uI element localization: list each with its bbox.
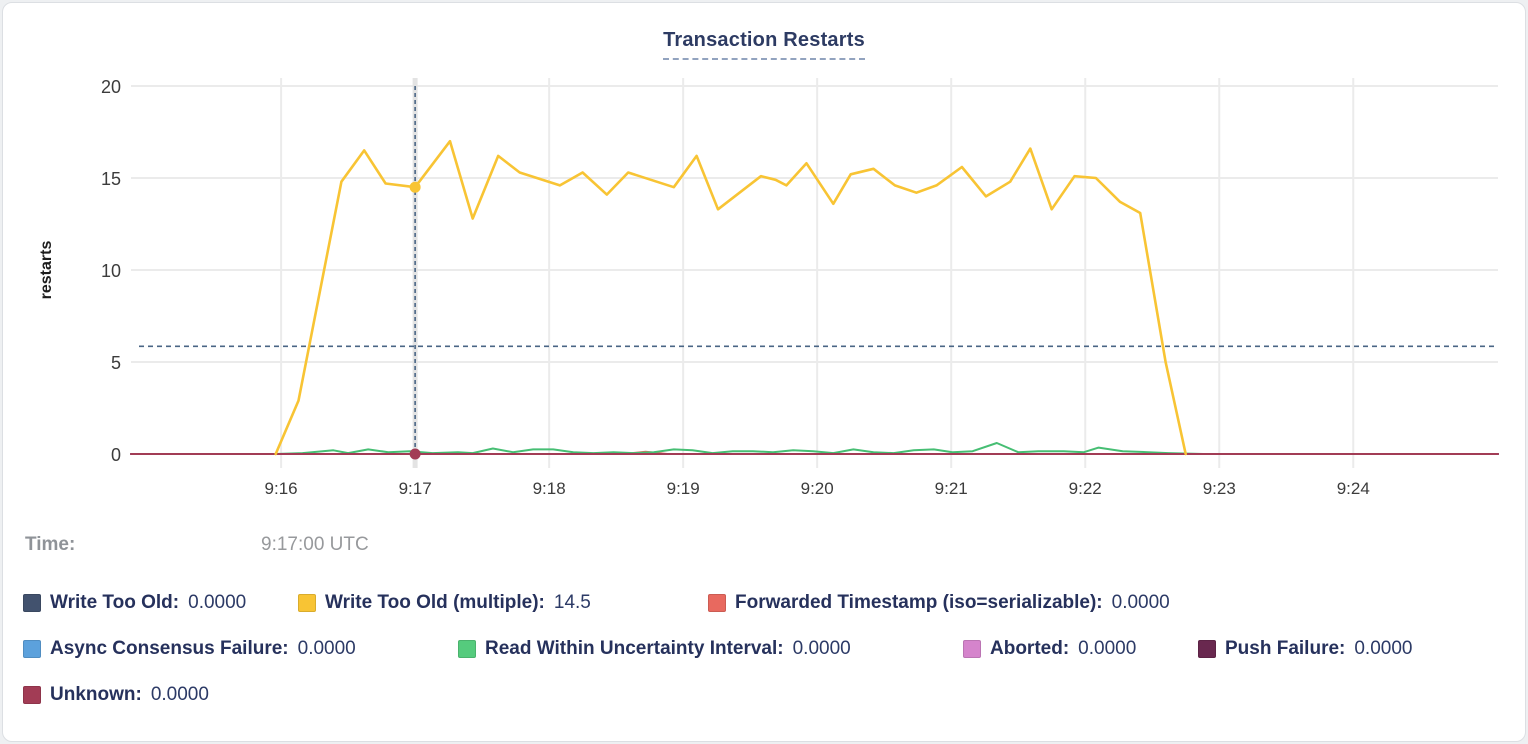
y-tick-label: 10 (101, 261, 121, 281)
x-tick-label: 9:24 (1337, 479, 1370, 498)
x-tick-label: 9:23 (1203, 479, 1236, 498)
y-axis-label: restarts (38, 241, 55, 300)
legend-item[interactable]: Write Too Old: 0.0000 (23, 592, 298, 614)
legend-label: Unknown: (50, 684, 142, 705)
time-label: Time: (25, 534, 76, 555)
x-tick-label: 9:18 (533, 479, 566, 498)
legend-item[interactable]: Push Failure: 0.0000 (1198, 638, 1412, 660)
legend-item[interactable]: Unknown: 0.0000 (23, 684, 209, 706)
legend-value: 0.0000 (150, 684, 209, 705)
legend-row-1: Write Too Old: 0.0000 Write Too Old (multi… (23, 592, 1515, 614)
legend-label: Write Too Old (multiple): (325, 592, 545, 613)
legend-swatch-icon (298, 594, 316, 612)
time-value: 9:17:00 UTC (261, 534, 369, 555)
legend-row-2: Async Consensus Failure: 0.0000 Read Withi… (23, 638, 1515, 660)
legend-item[interactable]: Write Too Old (multiple): 14.5 (298, 592, 708, 614)
x-tick-label: 9:22 (1069, 479, 1102, 498)
x-tick-label: 9:21 (935, 479, 968, 498)
x-tick-label: 9:16 (265, 479, 298, 498)
legend-value: 0.0000 (1078, 638, 1137, 659)
x-tick-label: 9:20 (801, 479, 834, 498)
legend-value: 14.5 (553, 592, 591, 613)
legend-label: Forwarded Timestamp (iso=serializable): (735, 592, 1103, 613)
legend-label: Aborted: (990, 638, 1070, 659)
y-tick-label: 0 (111, 445, 121, 465)
x-tick-label: 9:17 (399, 479, 432, 498)
legend-swatch-icon (23, 640, 41, 658)
legend-item[interactable]: Forwarded Timestamp (iso=serializable): 0… (708, 592, 1170, 614)
legend-swatch-icon (23, 686, 41, 704)
legend-swatch-icon (963, 640, 981, 658)
legend-swatch-icon (458, 640, 476, 658)
legend-label: Write Too Old: (50, 592, 180, 613)
legend-label: Push Failure: (1225, 638, 1346, 659)
legend-swatch-icon (708, 594, 726, 612)
hover-point (409, 448, 421, 460)
legend-row-3: Unknown: 0.0000 (23, 684, 1515, 706)
chart-header: Transaction Restarts (3, 29, 1525, 60)
legend-item[interactable]: Aborted: 0.0000 (963, 638, 1198, 660)
legend-swatch-icon (1198, 640, 1216, 658)
series-line (274, 139, 1187, 456)
legend-label: Read Within Uncertainty Interval: (485, 638, 784, 659)
legend-item[interactable]: Read Within Uncertainty Interval: 0.0000 (458, 638, 963, 660)
chart-svg[interactable]: 0 5 10 15 20 9:16 9:17 9:18 9:19 9:20 9:21 9:22 9:23… (3, 63, 1526, 508)
y-tick-label: 5 (111, 353, 121, 373)
y-tick-label: 15 (101, 169, 121, 189)
x-tick-label: 9:19 (667, 479, 700, 498)
legend-item[interactable]: Async Consensus Failure: 0.0000 (23, 638, 458, 660)
hover-band (412, 78, 418, 468)
legend-value: 0.0000 (1354, 638, 1413, 659)
legend-value: 0.0000 (792, 638, 851, 659)
legend-swatch-icon (23, 594, 41, 612)
chart-title[interactable]: Transaction Restarts (663, 29, 865, 60)
transaction-restarts-chart[interactable]: 0 5 10 15 20 9:16 9:17 9:18 9:19 9:20 9:21 9:22 9:23… (3, 63, 1526, 508)
hover-time-row: Time: 9:17:00 UTC (25, 534, 369, 556)
y-tick-label: 20 (101, 77, 121, 97)
legend-label: Async Consensus Failure: (50, 638, 289, 659)
legend-value: 0.0000 (188, 592, 247, 613)
hover-point (409, 181, 421, 193)
legend-value: 0.0000 (297, 638, 356, 659)
legend-value: 0.0000 (1111, 592, 1170, 613)
series-line (274, 442, 1205, 455)
